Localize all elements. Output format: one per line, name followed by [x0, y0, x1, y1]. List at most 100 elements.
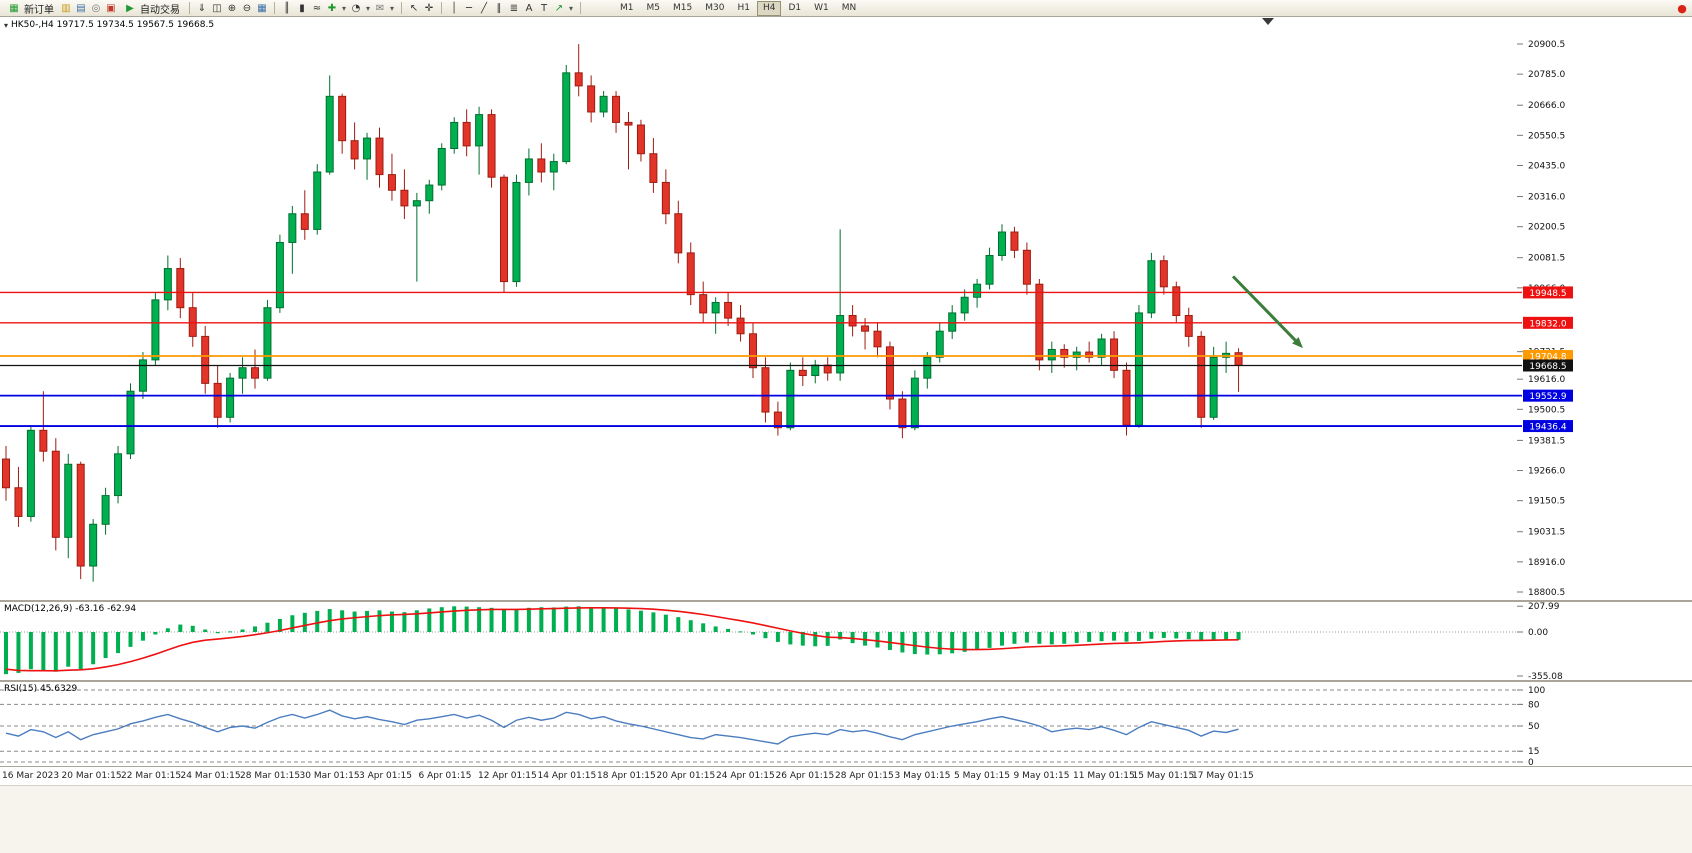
bar-chart-icon[interactable]: ║ [283, 2, 291, 14]
new-order-button[interactable]: ▦ 新订单 [3, 1, 58, 16]
add-indicator-icon[interactable]: ✚ [327, 2, 337, 14]
svg-text:19616.0: 19616.0 [1528, 375, 1565, 385]
zoom-out-icon[interactable]: ⊖ [242, 2, 252, 14]
svg-text:0: 0 [1528, 758, 1534, 766]
x-axis-label: 9 May 01:15 [1013, 771, 1070, 781]
time-axis[interactable]: 16 Mar 2023 20 Mar 01:15 22 Mar 01:15 24 Ma… [0, 767, 1692, 785]
auto-trading-label: 自动交易 [140, 4, 180, 16]
arrows-tool-icon[interactable]: ↗ [554, 2, 564, 14]
cursor-icon[interactable]: ↖ [409, 2, 419, 14]
dropdown-icon[interactable]: ▾ [568, 3, 573, 13]
svg-text:19500.5: 19500.5 [1528, 405, 1565, 415]
new-order-icon: ▦ [9, 2, 19, 14]
vertical-line-icon[interactable]: │ [450, 2, 458, 14]
navigator-icon[interactable]: ◎ [91, 2, 101, 14]
panel-divider[interactable] [0, 680, 1692, 682]
svg-text:80: 80 [1528, 700, 1540, 710]
x-axis-label: 5 May 01:15 [954, 771, 1010, 781]
rsi-label: RSI(15) 45.6329 [4, 684, 78, 694]
timeframe-group: M1 M5 M15 M30 H1 H4 D1 W1 MN [614, 0, 862, 16]
svg-text:19668.5: 19668.5 [1529, 362, 1566, 372]
svg-text:18800.5: 18800.5 [1528, 588, 1565, 598]
channel-icon[interactable]: ∥ [496, 2, 502, 14]
timeframe-m5[interactable]: M5 [646, 2, 661, 13]
period-icon[interactable]: ◔ [351, 2, 361, 14]
x-axis-label: 3 Apr 01:15 [359, 771, 412, 781]
svg-text:20316.0: 20316.0 [1528, 193, 1565, 203]
svg-text:19552.9: 19552.9 [1529, 392, 1566, 402]
x-axis-label: 30 Mar 01:15 [299, 771, 360, 781]
auto-trading-play-icon: ▶ [126, 2, 134, 14]
x-axis-label: 16 Mar 2023 [2, 771, 60, 781]
auto-trading-button[interactable]: ▶ 自动交易 [119, 1, 184, 16]
data-window-icon[interactable]: ▤ [76, 2, 86, 14]
main-chart-canvas[interactable]: 20900.5 20785.0 20666.0 20550.5 20435.0 20316… [0, 17, 1692, 600]
toolbar-separator [580, 2, 581, 14]
toolbar-separator [189, 2, 190, 14]
dropdown-icon[interactable]: ▾ [341, 3, 346, 13]
x-axis-label: 17 May 01:15 [1192, 771, 1254, 781]
timeframe-mn[interactable]: MN [841, 2, 857, 13]
panel-divider [0, 766, 1692, 767]
x-axis-label: 18 Apr 01:15 [597, 771, 656, 781]
timeframe-m30[interactable]: M30 [705, 2, 725, 13]
timeframe-m15[interactable]: M15 [673, 2, 693, 13]
timeframe-h1[interactable]: H1 [737, 2, 750, 13]
chart-collapse-icon[interactable]: ▾ [4, 20, 9, 30]
x-axis-label: 20 Apr 01:15 [656, 771, 716, 781]
community-icon[interactable]: ● [1677, 1, 1687, 15]
crosshair-icon[interactable]: ✛ [424, 2, 434, 14]
line-chart-icon[interactable]: ≈ [312, 2, 322, 14]
svg-text:0.00: 0.00 [1528, 628, 1548, 638]
label-tool-icon[interactable]: T [540, 2, 548, 14]
svg-text:20550.5: 20550.5 [1528, 131, 1565, 141]
zoom-in-icon[interactable]: ⊕ [227, 2, 237, 14]
horizontal-line-icon[interactable]: ─ [465, 2, 473, 14]
tile-windows-icon[interactable]: ▦ [257, 2, 267, 14]
indicators-list-icon[interactable]: ⇓ [197, 2, 207, 14]
objects-list-icon[interactable]: ◫ [212, 2, 222, 14]
svg-text:19948.5: 19948.5 [1529, 289, 1566, 299]
svg-text:19381.5: 19381.5 [1528, 436, 1565, 446]
svg-text:19832.0: 19832.0 [1529, 319, 1566, 329]
dropdown-icon[interactable]: ▾ [389, 3, 394, 13]
timeframe-h4[interactable]: H4 [756, 0, 782, 16]
macd-canvas[interactable]: 207.99 0.00 -355.08 [0, 602, 1692, 680]
dropdown-icon[interactable]: ▾ [365, 3, 370, 13]
terminal-icon[interactable]: ▣ [106, 2, 116, 14]
timeframe-d1[interactable]: D1 [788, 2, 802, 13]
x-axis-label: 24 Mar 01:15 [180, 771, 241, 781]
text-tool-icon[interactable]: A [525, 2, 533, 14]
chart-ohlc-header: ▾ HK50-,H4 19717.5 19734.5 19567.5 19668… [4, 20, 214, 30]
rsi-canvas[interactable]: 100 80 50 150 [0, 682, 1692, 766]
x-axis-label: 24 Apr 01:15 [716, 771, 775, 781]
svg-text:19436.4: 19436.4 [1529, 423, 1566, 433]
svg-text:20666.0: 20666.0 [1528, 101, 1565, 111]
svg-text:20081.5: 20081.5 [1528, 254, 1565, 264]
svg-text:19031.5: 19031.5 [1528, 528, 1565, 538]
svg-text:20200.5: 20200.5 [1528, 223, 1565, 233]
svg-text:20785.0: 20785.0 [1528, 70, 1565, 80]
trendline-icon[interactable]: ╱ [480, 2, 488, 14]
svg-text:19150.5: 19150.5 [1528, 497, 1565, 507]
x-axis-label: 6 Apr 01:15 [418, 771, 472, 781]
macd-label: MACD(12,26,9) -63.16 -62.94 [4, 604, 137, 614]
panel-divider[interactable] [0, 600, 1692, 602]
fibonacci-icon[interactable]: ≣ [509, 2, 519, 14]
timeframe-m1[interactable]: M1 [620, 2, 634, 13]
svg-text:20900.5: 20900.5 [1528, 40, 1565, 50]
x-axis-label: 28 Apr 01:15 [835, 771, 894, 781]
x-axis-label: 20 Mar 01:15 [61, 771, 122, 781]
svg-text:18916.0: 18916.0 [1528, 558, 1565, 568]
templates-icon[interactable]: ✉ [375, 2, 385, 14]
x-axis-label: 11 May 01:15 [1073, 771, 1135, 781]
toolbar-separator [274, 2, 275, 14]
x-axis-label: 26 Apr 01:15 [775, 771, 835, 781]
timeframe-w1[interactable]: W1 [814, 2, 829, 13]
market-watch-icon[interactable]: ▥ [61, 2, 71, 14]
candlestick-chart-icon[interactable]: ▮ [299, 2, 305, 14]
svg-text:50: 50 [1528, 722, 1540, 732]
x-axis-label: 22 Mar 01:15 [121, 771, 182, 781]
x-axis-label: 28 Mar 01:15 [240, 771, 301, 781]
bottom-filler [0, 785, 1692, 853]
